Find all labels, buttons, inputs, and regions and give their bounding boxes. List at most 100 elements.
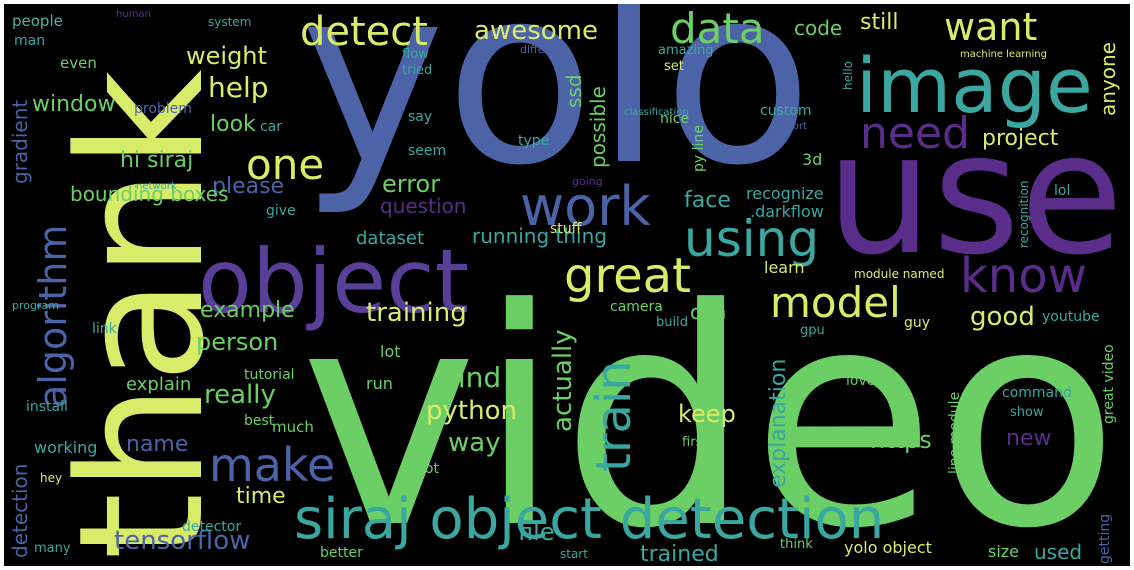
word-hey: hey <box>40 471 63 485</box>
word-run: run <box>366 374 393 393</box>
word-install: install <box>26 399 68 415</box>
word-project: project <box>982 126 1059 151</box>
word-first: first <box>682 435 708 450</box>
word-say: say <box>408 109 433 125</box>
word-different: different <box>520 43 567 56</box>
word-think: think <box>780 537 813 552</box>
word-3d: 3d <box>802 150 823 169</box>
word-need: need <box>860 108 970 159</box>
word-bounding-boxes: bounding boxes <box>70 182 229 206</box>
word-detection: detection <box>8 463 32 558</box>
word-camera: camera <box>610 299 663 315</box>
word-name: name <box>126 432 189 457</box>
word-module-named: module named <box>854 267 945 281</box>
word-ssd: ssd <box>562 74 586 108</box>
word-link: link <box>92 321 117 337</box>
word-best: best <box>244 413 275 429</box>
word-nice: nice <box>660 111 690 127</box>
word-really: really <box>204 380 276 410</box>
word-type: type <box>518 133 550 149</box>
word-window: window <box>32 92 116 117</box>
word-work: work <box>520 175 651 238</box>
word-help: help <box>208 71 269 104</box>
word-people: people <box>12 12 63 30</box>
word-make: make <box>209 438 336 492</box>
word-cloud: video yolo thank use object image siraj … <box>4 4 1130 566</box>
word-love: love <box>846 373 876 389</box>
word-way: way <box>448 428 501 458</box>
word-dataset: dataset <box>356 228 425 249</box>
word-great-video: great video <box>1101 344 1117 424</box>
word-https: https <box>870 426 932 454</box>
word-explanation: explanation <box>766 358 791 488</box>
word-tutorial: tutorial <box>244 367 295 383</box>
word-weight: weight <box>186 42 267 70</box>
word-running-thing: running thing <box>472 224 607 248</box>
word-got: got <box>416 461 439 477</box>
word-time: time <box>236 484 286 509</box>
word-set: set <box>664 59 684 74</box>
word-lol: lol <box>1054 183 1071 199</box>
word-darkflow: .darkflow <box>750 202 824 221</box>
word-going: going <box>572 175 603 188</box>
word-many: many <box>34 541 71 556</box>
word-detect: detect <box>300 9 428 55</box>
word-one: one <box>246 140 325 189</box>
word-please: please <box>212 174 285 199</box>
word-youtube: youtube <box>1042 309 1100 325</box>
word-train: train <box>586 360 642 472</box>
word-file: file <box>518 518 555 546</box>
word-keep: keep <box>678 400 736 428</box>
word-still: still <box>860 10 899 35</box>
word-look: look <box>210 112 256 137</box>
word-even: even <box>60 54 97 72</box>
word-flow: flow <box>402 47 429 62</box>
word-good: good <box>970 302 1035 332</box>
word-error: error <box>382 170 441 198</box>
word-training: training <box>366 298 467 328</box>
word-algorithm: algorithm <box>31 224 75 408</box>
word-classification: classification <box>624 107 689 118</box>
word-person: person <box>196 328 279 356</box>
word-system: system <box>208 15 252 29</box>
word-recognition: recognition <box>1017 180 1031 248</box>
word-python: python <box>426 396 517 426</box>
word-give: give <box>266 203 296 219</box>
word-yolo-object: yolo object <box>844 538 932 557</box>
word-custom: custom <box>760 103 812 119</box>
word-using: using <box>684 210 820 268</box>
word-siraj-object-detection: siraj object detection <box>294 487 885 552</box>
word-object: object <box>198 230 470 333</box>
word-command: command <box>1002 385 1072 401</box>
word-possible: possible <box>586 86 610 168</box>
word-guy: guy <box>904 315 931 331</box>
word-find: find <box>448 361 502 394</box>
word-start: start <box>560 547 588 561</box>
word-hello: hello <box>841 61 855 90</box>
word-great: great <box>564 248 691 304</box>
word-stuff: stuff <box>550 221 582 237</box>
word-want: want <box>944 5 1038 49</box>
word-working: working <box>34 438 98 457</box>
word-py-line: py line <box>691 125 707 172</box>
word-man: man <box>14 33 46 49</box>
word-program: program <box>12 299 59 312</box>
word-model: model <box>770 278 901 327</box>
word-human: human <box>116 9 151 20</box>
word-tensorflow: tensorflow <box>114 526 251 556</box>
word-explain: explain <box>126 374 192 395</box>
word-anyone: anyone <box>1096 42 1120 116</box>
word-detector: detector <box>182 519 242 535</box>
word-example: example <box>200 298 295 323</box>
word-learn: learn <box>764 258 805 277</box>
word-new: new <box>1006 426 1052 451</box>
word-hi-siraj: hi siraj <box>120 148 194 173</box>
word-much: much <box>272 418 314 436</box>
word-line-module: line module <box>947 391 963 474</box>
word-build: build <box>656 315 688 330</box>
word-seem: seem <box>408 143 447 159</box>
word-getting: getting <box>1097 513 1113 564</box>
word-code: code <box>794 16 843 40</box>
word-network: network <box>136 181 177 192</box>
word-lot: lot <box>380 342 401 361</box>
